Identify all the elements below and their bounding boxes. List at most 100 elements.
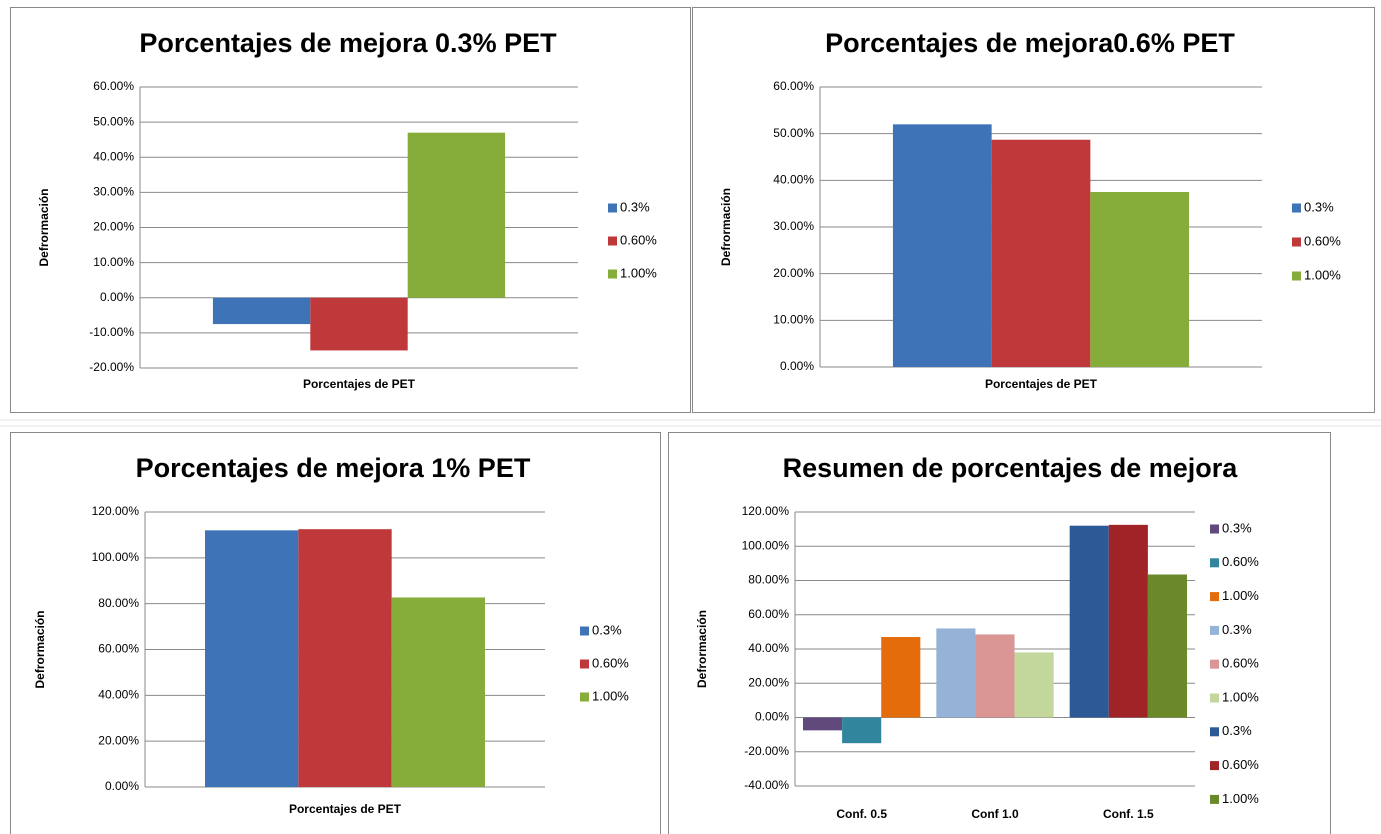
legend-label: 0.60% xyxy=(1222,656,1259,671)
y-tick-label: -20.00% xyxy=(89,360,134,374)
bar xyxy=(391,597,485,787)
y-tick-label: 20.00% xyxy=(773,266,814,280)
legend-swatch xyxy=(1292,237,1301,247)
chart-title: Porcentajes de mejora 1% PET xyxy=(136,453,531,483)
bar xyxy=(407,132,506,298)
legend-swatch xyxy=(1210,794,1219,804)
y-tick-label: -20.00% xyxy=(744,744,789,758)
y-tick-label: 0.00% xyxy=(755,710,789,724)
sheet-grid xyxy=(0,419,1381,427)
y-tick-label: 100.00% xyxy=(742,538,790,552)
chart-title: Porcentajes de mejora0.6% PET xyxy=(825,28,1235,58)
legend-swatch xyxy=(1210,659,1219,669)
bar xyxy=(1014,652,1054,718)
chart-title: Resumen de porcentajes de mejora xyxy=(783,453,1239,483)
legend-label: 1.00% xyxy=(1222,588,1259,603)
y-tick-label: 120.00% xyxy=(92,504,140,518)
y-tick-label: 30.00% xyxy=(773,219,814,233)
legend-swatch xyxy=(580,626,589,636)
bar xyxy=(1090,192,1190,367)
y-tick-label: 100.00% xyxy=(92,550,140,564)
bar xyxy=(1147,574,1187,718)
legend-swatch xyxy=(1292,271,1301,281)
chart-frame xyxy=(10,7,691,413)
y-tick-label: 0.00% xyxy=(100,290,134,304)
bar xyxy=(212,297,311,325)
x-axis-label: Porcentajes de PET xyxy=(303,377,416,391)
y-tick-label: -40.00% xyxy=(744,778,789,792)
bar xyxy=(936,628,976,718)
y-tick-label: 60.00% xyxy=(93,79,134,93)
legend-label: 1.00% xyxy=(1222,791,1259,806)
y-tick-label: 60.00% xyxy=(98,642,139,656)
legend-label: 0.3% xyxy=(592,622,622,637)
legend-label: 0.3% xyxy=(1222,723,1252,738)
bar xyxy=(881,637,921,718)
y-tick-label: 10.00% xyxy=(773,313,814,327)
chart-title: Porcentajes de mejora 0.3% PET xyxy=(139,28,557,58)
y-tick-label: 50.00% xyxy=(93,114,134,128)
legend-label: 0.60% xyxy=(1222,757,1259,772)
legend-swatch xyxy=(1210,693,1219,703)
legend-swatch xyxy=(1210,524,1219,534)
y-tick-label: 40.00% xyxy=(748,641,789,655)
legend-label: 1.00% xyxy=(620,265,657,280)
legend-label: 0.60% xyxy=(620,232,657,247)
legend-label: 1.00% xyxy=(592,688,629,703)
y-tick-label: 50.00% xyxy=(773,126,814,140)
y-tick-label: 20.00% xyxy=(98,733,139,747)
legend-label: 0.60% xyxy=(1222,554,1259,569)
legend-label: 0.3% xyxy=(1222,622,1252,637)
y-axis-label: Defrormación xyxy=(33,610,47,688)
legend-swatch xyxy=(1210,558,1219,568)
legend-swatch xyxy=(608,236,617,246)
bar xyxy=(991,139,1091,367)
y-axis-label: Defrormación xyxy=(37,188,51,266)
bar xyxy=(842,717,882,744)
bar xyxy=(892,124,992,367)
legend-swatch xyxy=(1210,727,1219,737)
bar xyxy=(205,530,299,787)
legend-swatch xyxy=(580,659,589,669)
y-tick-label: -10.00% xyxy=(89,325,134,339)
legend-swatch xyxy=(608,269,617,279)
y-axis-label: Defrormación xyxy=(695,610,709,688)
legend-label: 0.3% xyxy=(620,199,650,214)
legend-label: 0.3% xyxy=(1222,520,1252,535)
y-tick-label: 0.00% xyxy=(105,779,139,793)
legend-swatch xyxy=(1210,625,1219,635)
legend-swatch xyxy=(608,203,617,213)
y-tick-label: 40.00% xyxy=(98,688,139,702)
legend-label: 1.00% xyxy=(1222,689,1259,704)
bar xyxy=(1108,524,1148,718)
y-tick-label: 40.00% xyxy=(93,149,134,163)
y-tick-label: 120.00% xyxy=(742,504,790,518)
legend-swatch xyxy=(1210,592,1219,602)
y-tick-label: 20.00% xyxy=(748,675,789,689)
legend-swatch xyxy=(1292,203,1301,213)
x-axis-label: Porcentajes de PET xyxy=(985,377,1098,391)
bar xyxy=(975,634,1015,718)
bar xyxy=(1069,525,1109,718)
y-tick-label: 60.00% xyxy=(773,79,814,93)
x-tick-label: Conf. 1.5 xyxy=(1103,807,1154,821)
x-tick-label: Conf 1.0 xyxy=(971,807,1019,821)
y-tick-label: 30.00% xyxy=(93,185,134,199)
y-tick-label: 80.00% xyxy=(98,596,139,610)
chart-frame xyxy=(668,432,1331,834)
legend-swatch xyxy=(580,692,589,702)
bar xyxy=(803,717,843,731)
legend-label: 1.00% xyxy=(1304,267,1341,282)
legend-label: 0.60% xyxy=(1304,233,1341,248)
y-tick-label: 10.00% xyxy=(93,255,134,269)
y-tick-label: 80.00% xyxy=(748,573,789,587)
y-tick-label: 40.00% xyxy=(773,173,814,187)
y-tick-label: 20.00% xyxy=(93,220,134,234)
y-axis-label: Defrormación xyxy=(719,188,733,266)
bar xyxy=(310,297,408,351)
y-tick-label: 60.00% xyxy=(748,607,789,621)
legend-label: 0.3% xyxy=(1304,199,1334,214)
legend-label: 0.60% xyxy=(592,655,629,670)
legend-swatch xyxy=(1210,761,1219,771)
